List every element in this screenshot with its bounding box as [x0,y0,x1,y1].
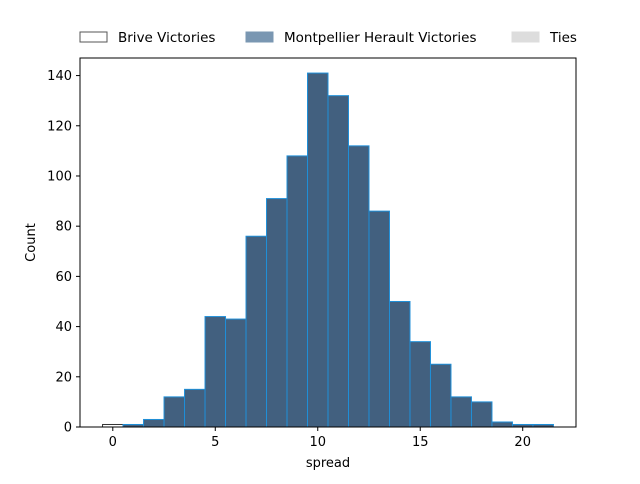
y-tick-label: 100 [47,169,72,184]
bar-montpellier-herault-victories-13 [388,300,411,428]
bar-montpellier-herault-victories-5 [225,318,247,428]
bar-montpellier-herault-victories-12 [368,210,390,428]
bar-montpellier-herault-victories-16 [450,396,472,428]
legend-label-0: Brive Victories [118,30,215,46]
bar-montpellier-herault-victories-18 [491,421,513,428]
bar-montpellier-herault-victories-3 [184,388,206,428]
legend: Brive Victories Montpellier Herault Victo… [79,30,577,46]
legend-swatch-2 [511,31,540,43]
y-tick-label: 60 [55,270,72,285]
bar-montpellier-herault-victories-9 [307,72,329,428]
bar-montpellier-herault-victories-7 [266,198,288,428]
x-axis-label: spread [306,456,350,471]
x-axis-ticks: 0 5 10 15 20 [109,427,531,450]
x-tick-label: 10 [309,435,326,450]
x-tick-label: 5 [211,435,219,450]
y-tick-label: 40 [55,320,72,335]
bar-montpellier-herault-victories-1 [143,418,165,428]
x-tick-label: 0 [109,435,117,450]
bar-montpellier-herault-victories-15 [429,363,452,428]
plot-frame [79,57,577,428]
y-tick-label: 120 [47,119,72,134]
bar-montpellier-herault-victories-2 [163,396,186,428]
bar-montpellier-herault-victories-10 [327,95,349,428]
legend-swatch-1 [245,31,274,43]
y-tick-label: 20 [55,370,72,385]
bar-montpellier-herault-victories-8 [286,155,309,428]
bar-montpellier-herault-victories-14 [409,341,431,428]
x-tick-label: 15 [412,435,429,450]
y-axis-ticks: 0 20 40 60 80 100 120 140 [47,69,80,436]
bar-montpellier-herault-victories-6 [245,235,268,428]
legend-label-2: Ties [549,30,577,46]
legend-swatch-0 [79,31,108,43]
y-tick-label: 80 [55,220,72,235]
legend-label-1: Montpellier Herault Victories [284,30,477,46]
x-tick-label: 20 [514,435,531,450]
bar-montpellier-herault-victories-4 [204,316,227,428]
bar-montpellier-herault-victories-11 [347,145,370,428]
y-tick-label: 0 [64,421,72,436]
histogram-bars [102,72,554,428]
y-tick-label: 140 [47,69,72,84]
bar-montpellier-herault-victories-17 [470,401,493,428]
y-axis-label: Count [24,223,39,262]
